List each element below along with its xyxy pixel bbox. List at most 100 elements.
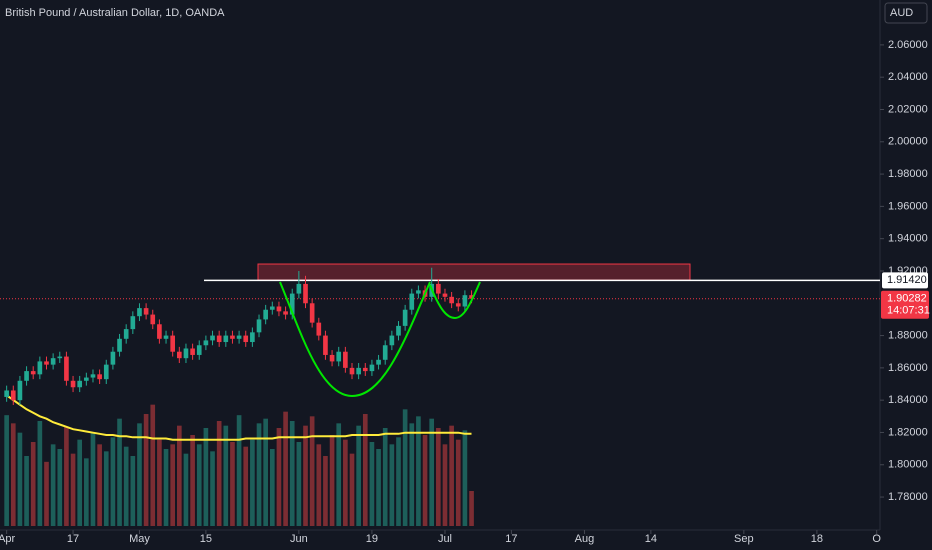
x-tick-label: Aug bbox=[575, 533, 595, 545]
x-tick-label: 18 bbox=[811, 533, 823, 545]
volume-bar bbox=[449, 425, 454, 526]
volume-bar bbox=[276, 428, 282, 526]
candle-body bbox=[336, 351, 342, 362]
y-tick-label: 1.94000 bbox=[888, 233, 928, 245]
volume-bar bbox=[103, 451, 109, 526]
volume-bar bbox=[163, 449, 169, 526]
volume-bar bbox=[90, 432, 96, 526]
volume-bar bbox=[50, 444, 56, 526]
currency: AUD bbox=[890, 7, 913, 19]
candle-body bbox=[176, 351, 182, 359]
volume-bar bbox=[296, 442, 302, 526]
volume-bar bbox=[110, 437, 116, 526]
candle-body bbox=[409, 293, 415, 310]
candle-body bbox=[269, 306, 275, 310]
candle-body bbox=[110, 351, 116, 365]
candle-body bbox=[250, 332, 255, 343]
candle-body bbox=[50, 358, 56, 365]
last-price-label: 1.90282 bbox=[887, 293, 927, 305]
volume-bar bbox=[84, 458, 89, 526]
volume-bar bbox=[469, 491, 474, 526]
candle-body bbox=[4, 390, 9, 397]
x-tick-label: May bbox=[129, 533, 150, 545]
candle-body bbox=[57, 356, 63, 359]
candle-body bbox=[243, 335, 249, 343]
candle-body bbox=[163, 335, 169, 339]
candle-body bbox=[117, 338, 122, 352]
candle-body bbox=[123, 329, 129, 339]
candle-body bbox=[30, 371, 36, 375]
resistance-label: 1.91420 bbox=[887, 274, 927, 286]
volume-bar bbox=[216, 421, 222, 526]
y-tick-label: 1.78000 bbox=[888, 491, 928, 503]
y-tick-label: 1.86000 bbox=[888, 362, 928, 374]
volume-bar bbox=[442, 444, 448, 526]
volume-bar bbox=[44, 461, 49, 526]
candle-body bbox=[24, 371, 29, 381]
volume-bar bbox=[429, 418, 435, 526]
candle-body bbox=[283, 311, 288, 315]
candle-body bbox=[157, 324, 162, 339]
candle-body bbox=[389, 335, 395, 346]
volume-bar bbox=[309, 416, 315, 526]
volume-bar bbox=[396, 437, 401, 526]
x-tick-label: 14 bbox=[645, 533, 657, 545]
volume-bar bbox=[283, 411, 288, 526]
y-tick-label: 2.02000 bbox=[888, 103, 928, 115]
candle-body bbox=[64, 356, 69, 381]
volume-bar bbox=[323, 456, 328, 526]
volume-bar bbox=[143, 414, 149, 526]
handle-drawing bbox=[429, 281, 481, 320]
volume-bar bbox=[316, 444, 322, 526]
candle-body bbox=[97, 374, 102, 380]
candle-body bbox=[190, 348, 195, 355]
volume-ma bbox=[6, 394, 472, 441]
volume-bar bbox=[10, 423, 16, 526]
volume-bar bbox=[210, 451, 215, 526]
volume-bar bbox=[4, 415, 9, 526]
volume-bar bbox=[157, 439, 162, 526]
volume-bar bbox=[303, 425, 308, 526]
candle-body bbox=[150, 314, 156, 325]
candle-body bbox=[230, 335, 235, 339]
candle-body bbox=[289, 293, 295, 315]
x-tick-label: 17 bbox=[505, 533, 517, 545]
volume-bar bbox=[436, 428, 441, 526]
volume-bar bbox=[462, 430, 468, 526]
currency-box[interactable] bbox=[884, 2, 928, 24]
volume-bar bbox=[57, 449, 63, 526]
candle-body bbox=[455, 303, 461, 307]
candle-body bbox=[402, 309, 408, 326]
candle-body bbox=[44, 361, 49, 365]
x-tick-label: 19 bbox=[366, 533, 378, 545]
resistance-zone bbox=[257, 263, 691, 281]
candle-body bbox=[10, 390, 16, 401]
volume-bar bbox=[170, 444, 176, 526]
y-tick-label: 1.88000 bbox=[888, 329, 928, 341]
x-tick-label: Jun bbox=[290, 533, 308, 545]
candle-body bbox=[196, 345, 202, 355]
candle-body bbox=[263, 309, 268, 320]
candle-body bbox=[382, 345, 388, 360]
volume-bar bbox=[24, 456, 29, 526]
y-tick-label: 1.96000 bbox=[888, 200, 928, 212]
last-price-tag bbox=[881, 290, 929, 319]
volume-bar bbox=[70, 453, 76, 526]
volume-bar bbox=[77, 439, 83, 526]
candle-body bbox=[90, 374, 96, 378]
candle-body bbox=[309, 303, 315, 323]
volume-bar bbox=[336, 423, 342, 526]
candle-body bbox=[143, 308, 149, 315]
y-tick-label: 1.84000 bbox=[888, 394, 928, 406]
volume-bar bbox=[137, 423, 142, 526]
candle-body bbox=[396, 325, 401, 336]
volume-bar bbox=[183, 453, 189, 526]
candle-body bbox=[329, 354, 335, 362]
volume-bar bbox=[176, 425, 182, 526]
volume-bar bbox=[455, 439, 461, 526]
volume-bar bbox=[416, 416, 421, 526]
candle-body bbox=[323, 335, 328, 355]
candle-body bbox=[170, 335, 176, 352]
volume-bar bbox=[382, 428, 388, 526]
volume-bar bbox=[17, 432, 23, 526]
